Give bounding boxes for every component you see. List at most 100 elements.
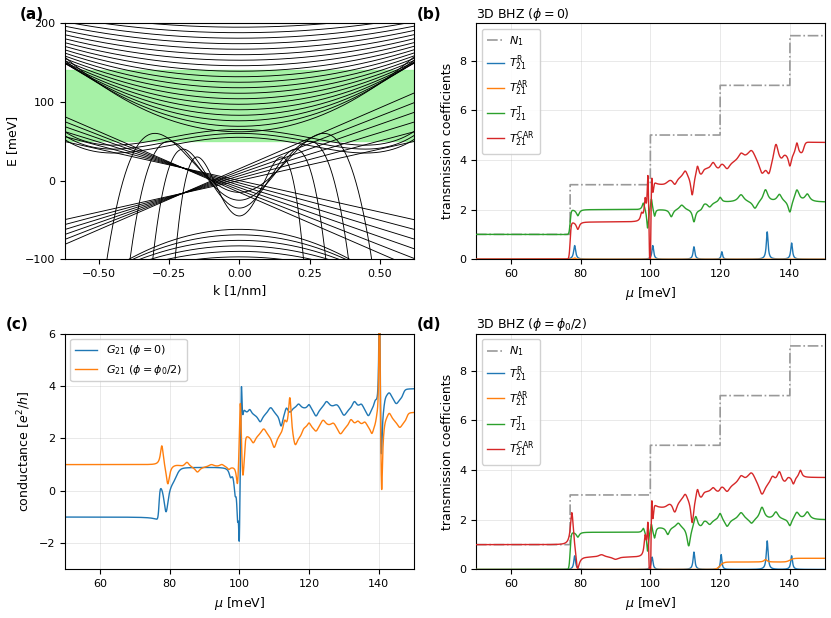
- $T_{21}^{\mathrm{AR}}$: [819, 554, 829, 562]
- $T_{21}^{\mathrm{AR}}$: [471, 255, 481, 263]
- $T_{21}^{\mathrm{R}}$: [813, 255, 823, 263]
- $N_1$: [785, 342, 795, 350]
- Line: $T_{21}^{\mathrm{AR}}$: $T_{21}^{\mathrm{AR}}$: [476, 258, 824, 259]
- Line: $T_{21}^{\mathrm{T}}$: $T_{21}^{\mathrm{T}}$: [476, 507, 824, 569]
- $T_{21}^{\mathrm{CAR}}$: [819, 474, 829, 481]
- X-axis label: $\mu$ [meV]: $\mu$ [meV]: [214, 595, 265, 612]
- $T_{21}^{\mathrm{CAR}}$: [532, 541, 542, 548]
- $G_{21}$ ($\phi = 0$): [60, 514, 70, 521]
- $T_{21}^{\mathrm{T}}$: [775, 192, 785, 199]
- $N_1$: [605, 491, 615, 499]
- $G_{21}$ ($\phi = 0$): [234, 538, 244, 545]
- $T_{21}^{\mathrm{AR}}$: [570, 254, 580, 261]
- $T_{21}^{\mathrm{CAR}}$: [605, 218, 615, 226]
- $T_{21}^{\mathrm{AR}}$: [801, 554, 811, 562]
- $T_{21}^{\mathrm{CAR}}$: [795, 467, 805, 474]
- Y-axis label: conductance [$e^2/h$]: conductance [$e^2/h$]: [16, 391, 33, 512]
- $G_{21}$ ($\phi = 0$): [375, 265, 385, 272]
- $T_{21}^{\mathrm{AR}}$: [471, 565, 481, 573]
- $T_{21}^{\mathrm{AR}}$: [620, 565, 630, 573]
- $T_{21}^{\mathrm{AR}}$: [532, 255, 542, 263]
- Text: 3D BHZ ($\phi = \phi_0/2$): 3D BHZ ($\phi = \phi_0/2$): [476, 316, 588, 334]
- X-axis label: k [1/nm]: k [1/nm]: [213, 284, 266, 297]
- $G_{21}$ ($\phi = 0$): [402, 386, 412, 393]
- $T_{21}^{\mathrm{T}}$: [511, 565, 521, 573]
- $T_{21}^{\mathrm{T}}$: [814, 198, 824, 205]
- $N_1$: [620, 491, 630, 499]
- $T_{21}^{\mathrm{T}}$: [471, 231, 481, 238]
- Y-axis label: transmission coefficients: transmission coefficients: [440, 373, 454, 530]
- $T_{21}^{\mathrm{R}}$: [813, 565, 823, 573]
- $G_{21}$ ($\phi = \phi_0/2$): [364, 425, 374, 432]
- $T_{21}^{\mathrm{T}}$: [819, 198, 829, 205]
- Line: $N_1$: $N_1$: [476, 346, 824, 544]
- Text: (c): (c): [6, 317, 28, 332]
- $T_{21}^{\mathrm{AR}}$: [511, 565, 521, 573]
- $T_{21}^{\mathrm{CAR}}$: [526, 255, 536, 263]
- $T_{21}^{\mathrm{AR}}$: [532, 565, 542, 573]
- $T_{21}^{\mathrm{R}}$: [819, 565, 829, 573]
- $N_1$: [511, 231, 521, 238]
- $G_{21}$ ($\phi = 0$): [194, 464, 204, 471]
- $T_{21}^{\mathrm{R}}$: [511, 565, 521, 573]
- Line: $T_{21}^{\mathrm{AR}}$: $T_{21}^{\mathrm{AR}}$: [476, 558, 824, 569]
- $T_{21}^{\mathrm{R}}$: [775, 255, 785, 263]
- $T_{21}^{\mathrm{AR}}$: [620, 255, 630, 263]
- $T_{21}^{\mathrm{CAR}}$: [620, 218, 630, 226]
- $T_{21}^{\mathrm{R}}$: [762, 537, 772, 544]
- $N_1$: [511, 541, 521, 548]
- $T_{21}^{\mathrm{T}}$: [760, 186, 770, 193]
- Line: $G_{21}$ ($\phi = 0$): $G_{21}$ ($\phi = 0$): [65, 268, 414, 541]
- $T_{21}^{\mathrm{CAR}}$: [775, 154, 785, 161]
- $T_{21}^{\mathrm{T}}$: [757, 504, 767, 511]
- $T_{21}^{\mathrm{R}}$: [532, 565, 542, 573]
- $T_{21}^{\mathrm{T}}$: [605, 528, 615, 536]
- $G_{21}$ ($\phi = \phi_0/2$): [376, 486, 386, 493]
- Bar: [65, 70, 414, 142]
- $T_{21}^{\mathrm{AR}}$: [775, 558, 785, 565]
- Line: $N_1$: $N_1$: [476, 36, 824, 234]
- $G_{21}$ ($\phi = \phi_0/2$): [209, 462, 219, 469]
- $T_{21}^{\mathrm{CAR}}$: [620, 554, 630, 561]
- X-axis label: $\mu$ [meV]: $\mu$ [meV]: [625, 284, 676, 302]
- $T_{21}^{\mathrm{T}}$: [532, 565, 542, 573]
- $N_1$: [775, 82, 785, 89]
- $G_{21}$ ($\phi = 0$): [120, 514, 130, 521]
- $T_{21}^{\mathrm{CAR}}$: [775, 470, 785, 477]
- $G_{21}$ ($\phi = 0$): [365, 411, 375, 418]
- $N_1$: [471, 231, 481, 238]
- $T_{21}^{\mathrm{T}}$: [561, 231, 571, 238]
- $N_1$: [620, 181, 630, 188]
- $T_{21}^{\mathrm{CAR}}$: [532, 255, 542, 263]
- $N_1$: [785, 32, 795, 40]
- $N_1$: [532, 541, 542, 548]
- Line: $T_{21}^{\mathrm{R}}$: $T_{21}^{\mathrm{R}}$: [476, 232, 824, 259]
- $T_{21}^{\mathrm{CAR}}$: [819, 138, 829, 146]
- Y-axis label: E [meV]: E [meV]: [7, 116, 19, 166]
- Text: (a): (a): [20, 7, 44, 22]
- $N_1$: [813, 32, 823, 40]
- Line: $T_{21}^{\mathrm{CAR}}$: $T_{21}^{\mathrm{CAR}}$: [476, 470, 824, 569]
- $T_{21}^{\mathrm{R}}$: [605, 255, 615, 263]
- $N_1$: [813, 342, 823, 350]
- $T_{21}^{\mathrm{CAR}}$: [814, 474, 824, 481]
- $T_{21}^{\mathrm{AR}}$: [775, 255, 785, 263]
- Text: (d): (d): [416, 317, 441, 332]
- Line: $T_{21}^{\mathrm{T}}$: $T_{21}^{\mathrm{T}}$: [476, 190, 824, 234]
- Legend: $G_{21}$ ($\phi = 0$), $G_{21}$ ($\phi = \phi_0/2$): $G_{21}$ ($\phi = 0$), $G_{21}$ ($\phi =…: [71, 339, 187, 381]
- $G_{21}$ ($\phi = 0$): [100, 514, 110, 521]
- Y-axis label: transmission coefficients: transmission coefficients: [440, 63, 454, 219]
- $T_{21}^{\mathrm{AR}}$: [813, 554, 823, 562]
- $N_1$: [775, 392, 785, 399]
- $T_{21}^{\mathrm{CAR}}$: [511, 541, 521, 548]
- $T_{21}^{\mathrm{CAR}}$: [471, 541, 481, 548]
- $T_{21}^{\mathrm{AR}}$: [819, 255, 829, 263]
- Legend: $N_1$, $T_{21}^{\mathrm{R}}$, $T_{21}^{\mathrm{AR}}$, $T_{21}^{\mathrm{T}}$, $T_: $N_1$, $T_{21}^{\mathrm{R}}$, $T_{21}^{\…: [481, 29, 540, 154]
- $T_{21}^{\mathrm{T}}$: [605, 206, 615, 213]
- $T_{21}^{\mathrm{CAR}}$: [511, 255, 521, 263]
- $T_{21}^{\mathrm{T}}$: [620, 528, 630, 536]
- $T_{21}^{\mathrm{R}}$: [605, 565, 615, 573]
- $T_{21}^{\mathrm{R}}$: [471, 255, 481, 263]
- $T_{21}^{\mathrm{T}}$: [532, 231, 542, 238]
- $T_{21}^{\mathrm{R}}$: [620, 565, 630, 573]
